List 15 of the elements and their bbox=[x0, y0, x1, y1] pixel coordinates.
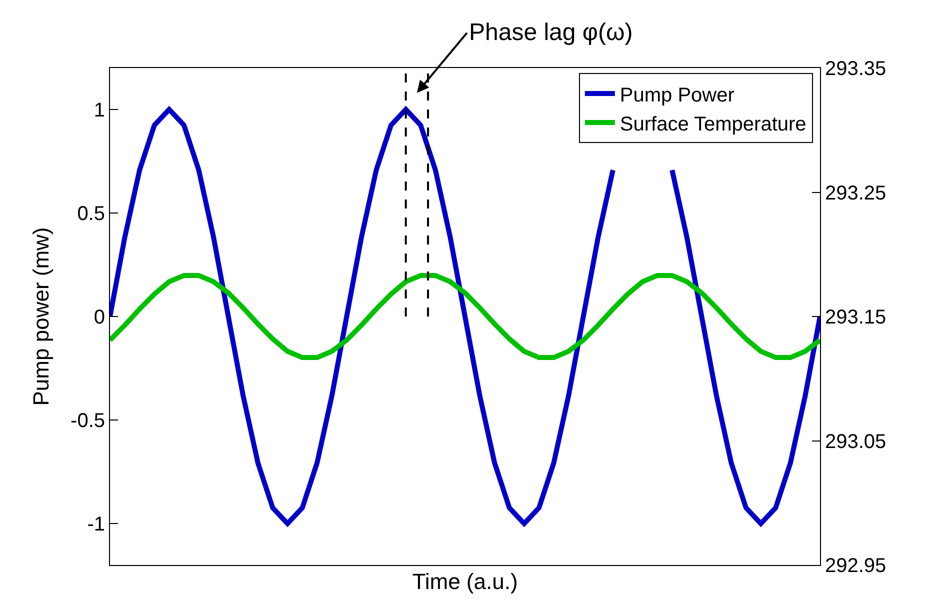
text: Phase lag φ(ω) bbox=[469, 19, 633, 46]
y-tick-label: 0 bbox=[94, 306, 105, 328]
y-tick-label: -0.5 bbox=[70, 410, 105, 432]
y-axis-title: Pump power (mw) bbox=[28, 227, 54, 406]
x-axis-title: Time (a.u.) bbox=[412, 568, 518, 594]
y2-tick-label: 293.15 bbox=[825, 306, 886, 328]
y2-tick-label: 293.05 bbox=[825, 430, 886, 453]
legend-label: Surface Temperature bbox=[620, 113, 806, 136]
legend-label: Pump Power bbox=[620, 84, 735, 106]
y2-tick-label: 293.25 bbox=[825, 182, 886, 204]
y2-tick-label: 292.95 bbox=[825, 555, 886, 577]
y-tick-label: -1 bbox=[87, 514, 105, 536]
y2-tick-label: 293.35 bbox=[825, 58, 886, 80]
y-tick-label: 1 bbox=[94, 99, 105, 122]
y-tick-label: 0.5 bbox=[77, 202, 105, 225]
